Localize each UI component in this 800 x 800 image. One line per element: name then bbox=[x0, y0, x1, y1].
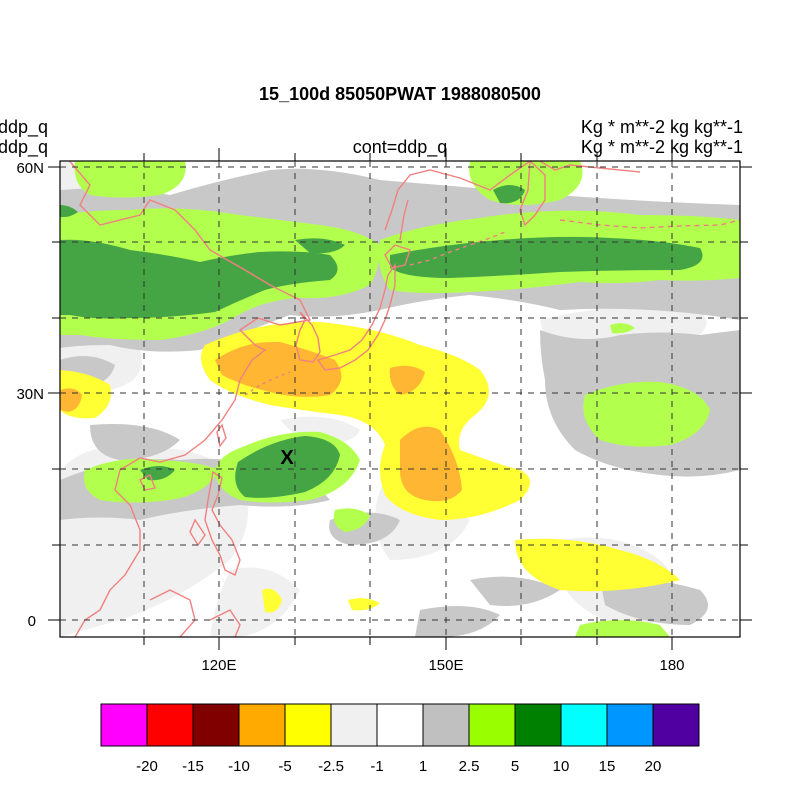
colorbar-swatch bbox=[606, 703, 654, 747]
lon-label-150e: 150E bbox=[428, 657, 463, 674]
contour-dark-green bbox=[60, 185, 703, 498]
colorbar-label: 5 bbox=[511, 758, 519, 775]
units-label-2: Kg * m**-2 kg kg**-1 bbox=[580, 137, 743, 157]
colorbar-swatch bbox=[376, 703, 424, 747]
colorbar-swatch bbox=[652, 703, 700, 747]
plot-frame bbox=[59, 160, 741, 638]
variable-label-2: ddp_q bbox=[0, 137, 49, 157]
colorbar-label: 2.5 bbox=[459, 758, 480, 775]
colorbar-swatch bbox=[468, 703, 516, 747]
lat-label-60n: 60N bbox=[16, 160, 44, 177]
colorbar-swatch bbox=[514, 703, 562, 747]
lon-label-180: 180 bbox=[659, 657, 684, 674]
center-marker: X bbox=[280, 447, 294, 469]
lat-label-0: 0 bbox=[28, 613, 36, 630]
coastlines bbox=[68, 161, 740, 637]
colorbar-swatch bbox=[330, 703, 378, 747]
gridlines bbox=[60, 161, 740, 637]
colorbar-label: -20 bbox=[136, 758, 158, 775]
colorbar-swatch bbox=[100, 703, 148, 747]
tick-marks bbox=[48, 148, 752, 650]
colorbar-swatch bbox=[560, 703, 608, 747]
colorbar-label: -2.5 bbox=[318, 758, 344, 775]
colorbar-swatch bbox=[146, 703, 194, 747]
colorbar-label: 1 bbox=[419, 758, 427, 775]
lat-label-30n: 30N bbox=[16, 386, 44, 403]
colorbar-swatch bbox=[238, 703, 286, 747]
colorbar-label: -5 bbox=[278, 758, 291, 775]
colorbar-boxes bbox=[100, 703, 700, 747]
colorbar-label: -15 bbox=[182, 758, 204, 775]
shaded-field bbox=[60, 161, 740, 637]
colorbar-label: -1 bbox=[370, 758, 383, 775]
colorbar-swatch bbox=[422, 703, 470, 747]
plot-title: 15_100d 85050PWAT 1988080500 bbox=[259, 84, 541, 104]
contour-label: cont=ddp_q bbox=[352, 137, 448, 157]
contour-orange bbox=[60, 341, 462, 502]
colorbar-label: 15 bbox=[599, 758, 616, 775]
colorbar-label: 10 bbox=[553, 758, 570, 775]
variable-label-1: ddp_q bbox=[0, 117, 49, 137]
units-label-1: Kg * m**-2 kg kg**-1 bbox=[580, 117, 743, 137]
colorbar-labels: -20 -15 -10 -5 -2.5 -1 1 2.5 5 10 15 20 bbox=[136, 758, 661, 775]
colorbar-label: 20 bbox=[645, 758, 662, 775]
colorbar-swatch bbox=[284, 703, 332, 747]
colorbar-label: -10 bbox=[228, 758, 250, 775]
colorbar-swatch bbox=[192, 703, 240, 747]
lon-label-120e: 120E bbox=[201, 657, 236, 674]
